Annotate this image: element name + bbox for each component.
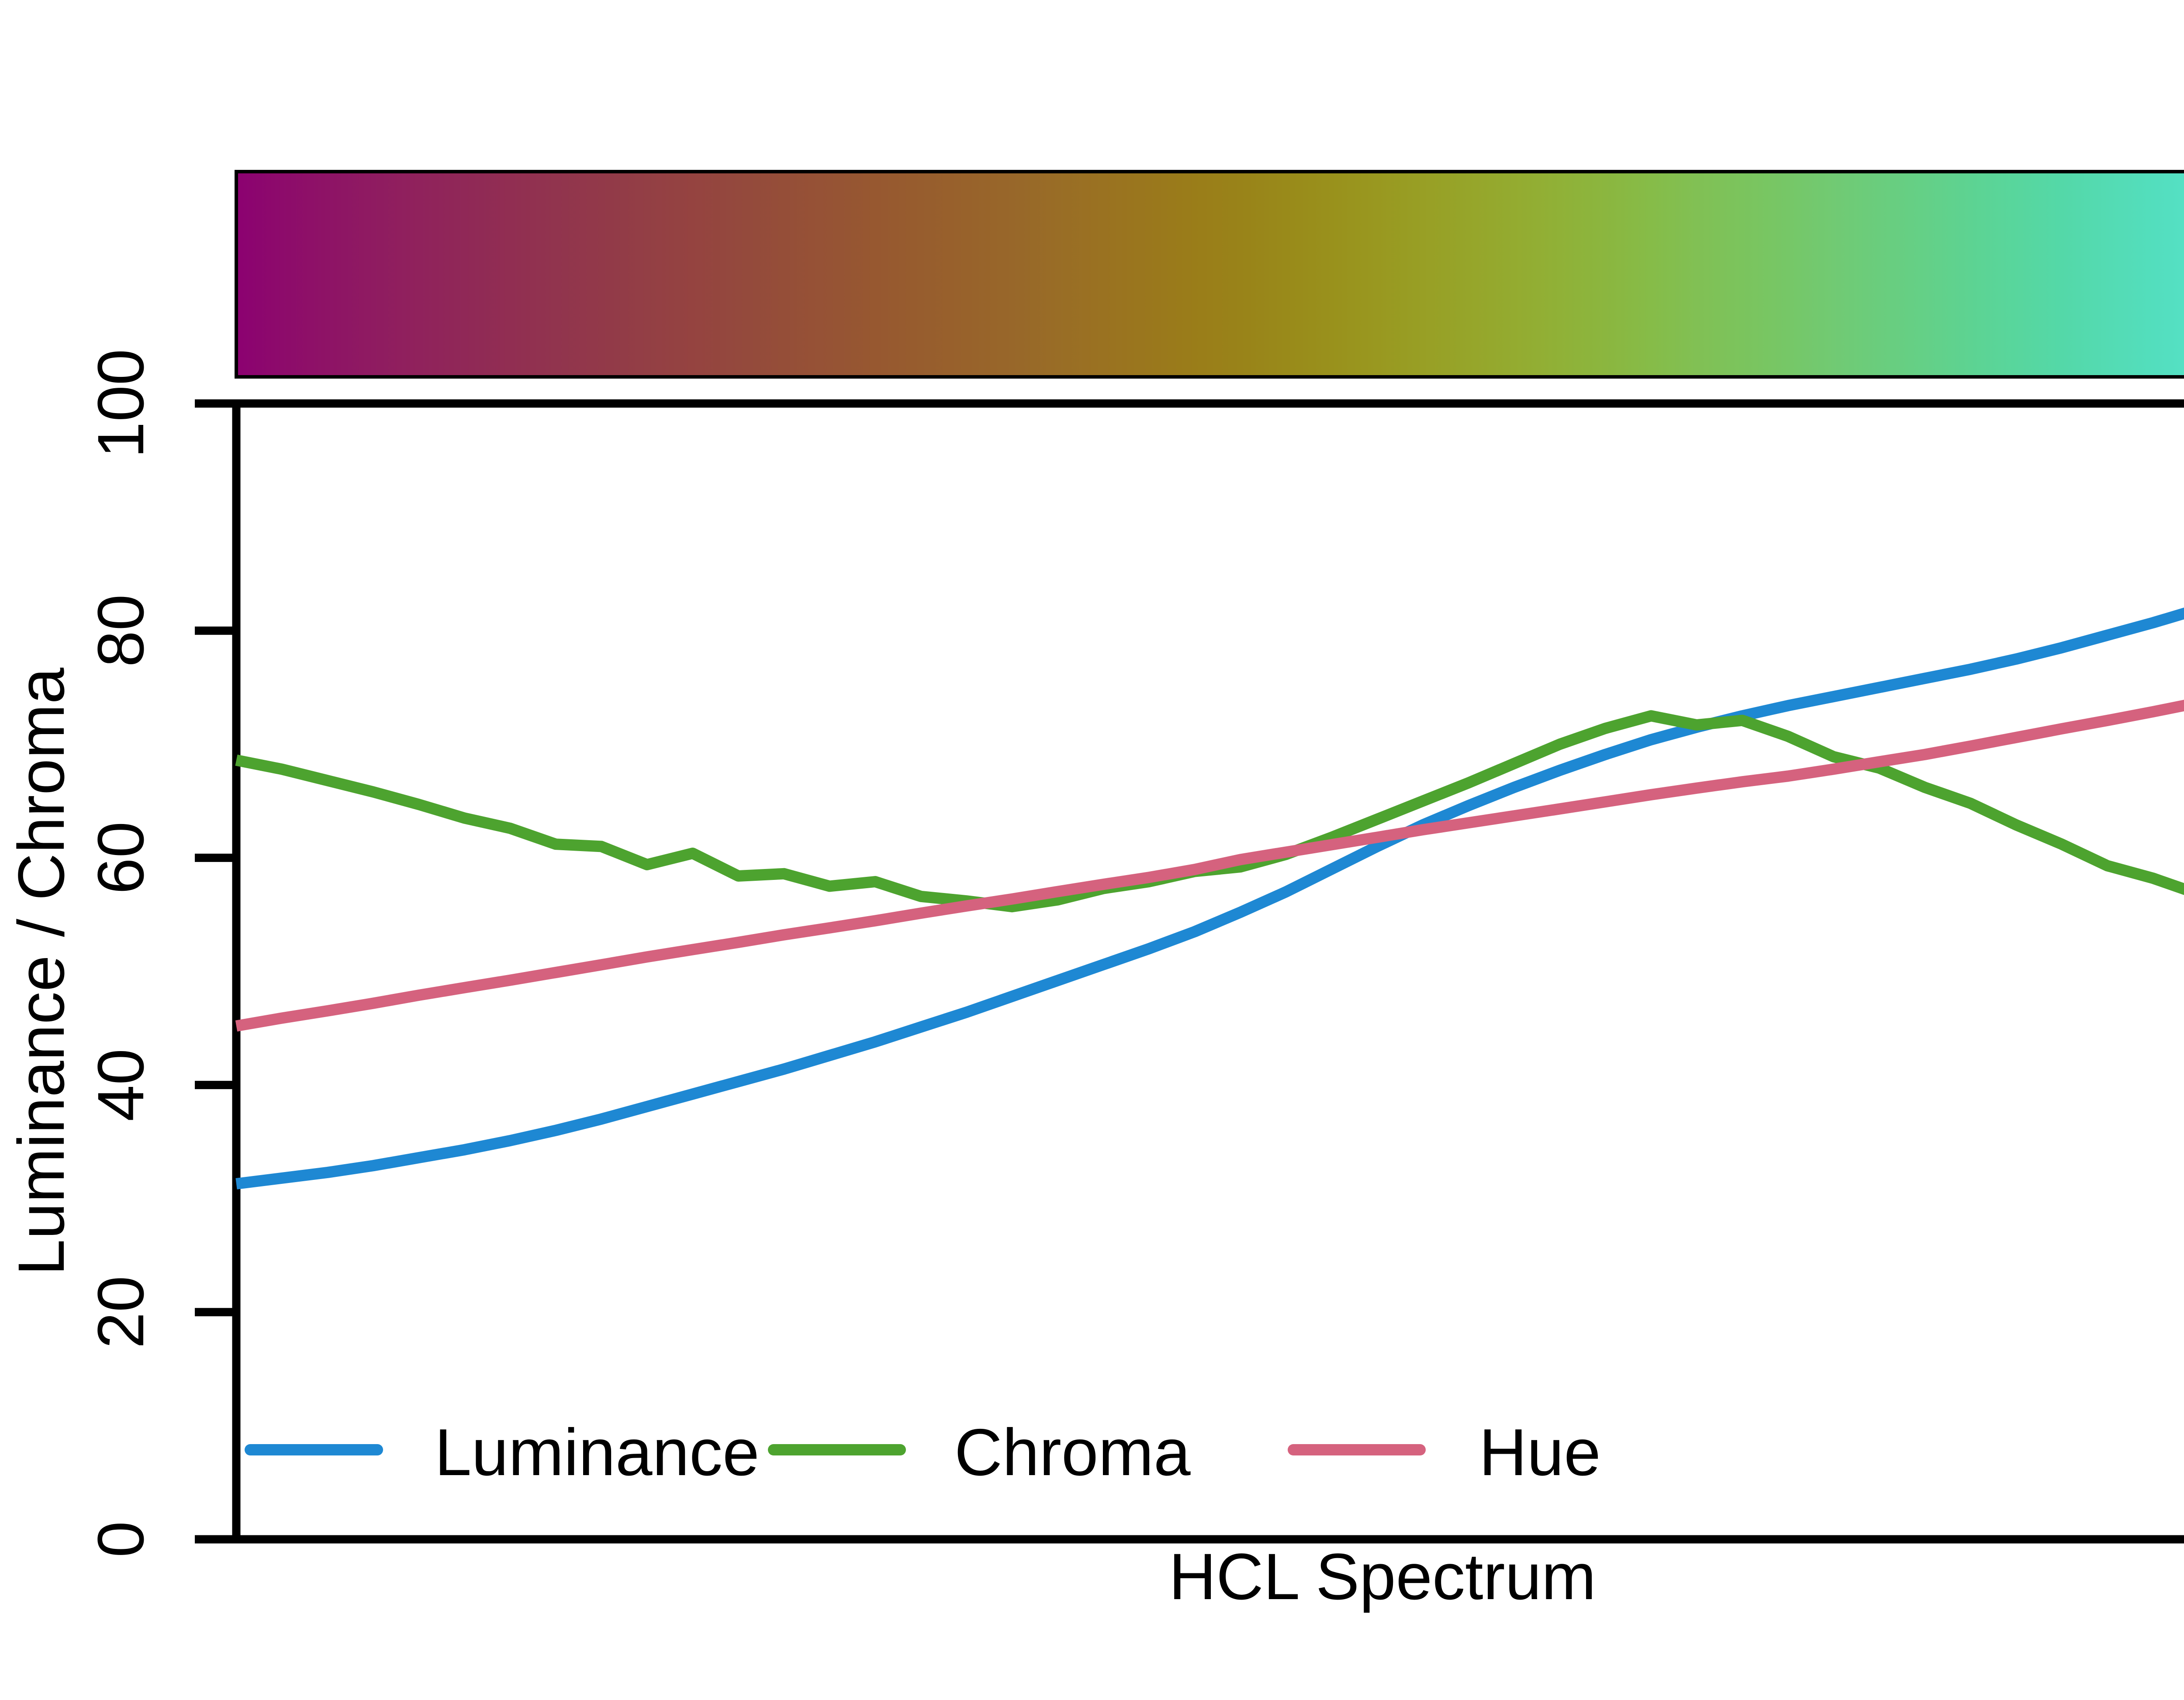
left-axis-tick-label: 40 [84, 1048, 157, 1121]
legend: Luminance Chroma Hue [245, 1415, 1601, 1490]
left-axis-tick-label: 80 [84, 594, 157, 667]
left-axis: 0 20 40 60 80 100 [84, 349, 236, 1558]
legend-label-hue: Hue [1479, 1415, 1601, 1490]
hue-line [235, 700, 2184, 1032]
legend-label-luminance: Luminance [435, 1415, 760, 1490]
data-lines [235, 607, 2184, 1190]
legend-label-chroma: Chroma [954, 1415, 1191, 1490]
luminance-line [235, 607, 2184, 1190]
color-gradient-bar [235, 170, 2184, 379]
left-axis-tick-label: 60 [84, 821, 157, 894]
left-axis-tick-label: 0 [84, 1521, 157, 1557]
plot-box [232, 399, 2184, 1544]
x-axis-title: HCL Spectrum [1169, 1540, 1596, 1613]
chroma-line [235, 710, 2184, 913]
left-axis-title: Luminance / Chroma [4, 667, 78, 1276]
left-axis-tick-label: 20 [84, 1276, 157, 1348]
left-axis-tick-label: 100 [84, 349, 157, 458]
